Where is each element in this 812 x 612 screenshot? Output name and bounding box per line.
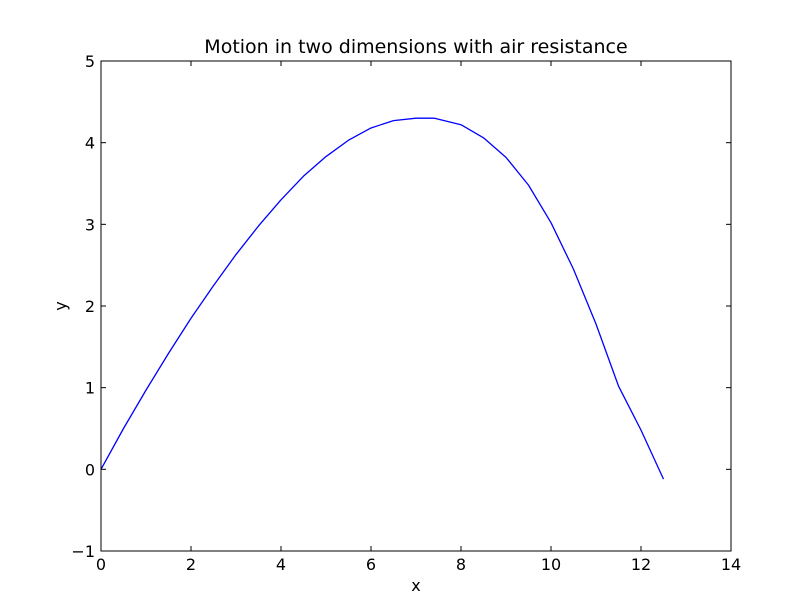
y-axis-label: y — [51, 301, 70, 310]
x-tick-label: 8 — [456, 555, 466, 574]
y-axis: −1 0 1 2 3 4 5 — [71, 52, 731, 561]
x-tick-label: 10 — [541, 555, 561, 574]
x-axis: 0 2 4 6 8 10 12 14 — [96, 61, 741, 574]
y-tick-label: 0 — [85, 460, 95, 479]
series-line — [100, 117, 665, 480]
x-axis-label: x — [411, 576, 420, 595]
x-tick-label: 4 — [276, 555, 286, 574]
x-tick-label: 6 — [366, 555, 376, 574]
y-tick-label: 3 — [85, 215, 95, 234]
plot-area — [101, 61, 731, 551]
x-tick-label: 14 — [721, 555, 741, 574]
y-tick-label: 4 — [85, 134, 95, 153]
x-tick-label: 12 — [631, 555, 651, 574]
y-tick-label: 1 — [85, 379, 95, 398]
x-tick-label: 0 — [96, 555, 106, 574]
chart-title: Motion in two dimensions with air resist… — [204, 36, 627, 58]
x-tick-label: 2 — [186, 555, 196, 574]
series-layer — [100, 117, 665, 480]
y-tick-label: −1 — [71, 542, 95, 561]
y-tick-label: 2 — [85, 297, 95, 316]
y-tick-label: 5 — [85, 52, 95, 71]
